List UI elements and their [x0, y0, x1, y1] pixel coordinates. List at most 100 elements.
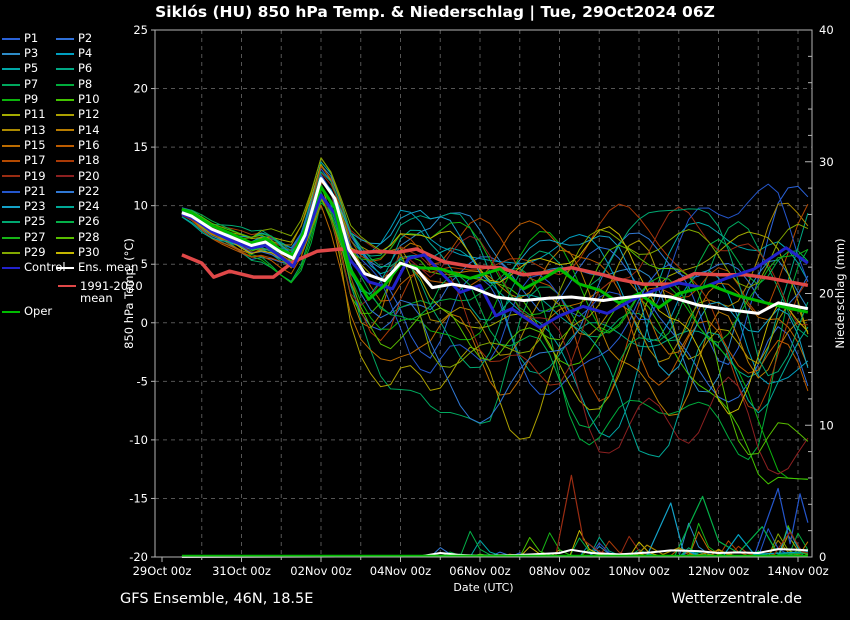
- precip-spike-line-3: [753, 487, 809, 556]
- legend-item-p21: P21: [2, 185, 56, 198]
- legend-swatch-p3: [2, 52, 20, 55]
- ensemble-member-line-p5: [181, 161, 809, 438]
- y-left-tick-label: 25: [133, 23, 148, 37]
- legend-row: P23 P24: [2, 199, 156, 214]
- legend-swatch-p8: [56, 83, 74, 86]
- y-left-tick-label: 20: [133, 82, 148, 96]
- legend-label: P16: [78, 137, 100, 152]
- legend-label: P15: [24, 137, 46, 152]
- x-tick-label: 10Nov 00z: [608, 564, 669, 578]
- page-title: Siklós (HU) 850 hPa Temp. & Niederschlag…: [155, 3, 715, 21]
- legend-label: P10: [78, 92, 100, 107]
- legend-item-p7: P7: [2, 78, 56, 91]
- x-tick-label: 06Nov 00z: [449, 564, 510, 578]
- legend-swatch-p17: [2, 160, 20, 163]
- y-left-tick-label: 15: [133, 140, 148, 154]
- legend-label: 1991-2020 mean: [80, 278, 143, 306]
- legend-label: Oper: [24, 304, 53, 319]
- precip-spike-line-6: [634, 544, 735, 558]
- legend-label: P26: [78, 214, 100, 229]
- precip-spike-line-0: [554, 474, 616, 558]
- legend-item-p3: P3: [2, 48, 56, 60]
- legend-item-ens-mean: Ens. mean: [56, 262, 138, 274]
- y-left-tick-label: 5: [141, 257, 148, 271]
- ensemble-member-line-p3: [181, 164, 809, 393]
- y-left-axis-title: 850 hPa Temp. (°C): [122, 238, 136, 349]
- legend-label: P17: [24, 153, 46, 168]
- precip-spike-line-1: [646, 502, 699, 557]
- legend-label: Control: [24, 260, 66, 275]
- legend-item-control: Control: [2, 260, 66, 275]
- y-right-tick-label: 30: [819, 155, 834, 169]
- legend-item-p6: P6: [56, 63, 92, 75]
- legend-row: P21 P22: [2, 184, 156, 199]
- legend-label: P5: [24, 61, 39, 76]
- legend-swatch-p20: [56, 175, 74, 178]
- legend-swatch-p15: [2, 144, 20, 147]
- legend-swatch-p2: [56, 37, 74, 40]
- y-right-tick-label: 20: [819, 287, 834, 301]
- legend-label: P1: [24, 30, 39, 45]
- legend-swatch-p28: [56, 236, 74, 239]
- legend-swatch-p21: [2, 190, 20, 193]
- x-tick-label: 04Nov 00z: [370, 564, 431, 578]
- precip-spike-line-5: [773, 531, 809, 555]
- legend-label: P27: [24, 229, 46, 244]
- legend-row: P13 P14: [2, 123, 156, 138]
- legend-label: P19: [24, 168, 46, 183]
- legend-item-p10: P10: [56, 94, 100, 106]
- model-location-label: GFS Ensemble, 46N, 18.5E: [120, 591, 314, 607]
- legend-label: P18: [78, 153, 100, 168]
- legend-label: P3: [24, 46, 39, 61]
- legend-row: P5 P6: [2, 62, 156, 77]
- legend-item-p30: P30: [56, 247, 100, 259]
- legend-item-p16: P16: [56, 137, 100, 152]
- legend-swatch-p1: [2, 37, 20, 40]
- legend-swatch-control: [2, 267, 20, 270]
- legend-swatch-p18: [56, 160, 74, 163]
- legend-label: P24: [78, 199, 100, 214]
- legend-label: P22: [78, 183, 100, 198]
- legend-item-p11: P11: [2, 109, 56, 121]
- legend-row: P1 P2: [2, 31, 156, 46]
- ens-mean-line: [181, 177, 809, 315]
- legend-swatch-p16: [56, 144, 74, 147]
- legend-swatch-p29: [2, 251, 20, 254]
- legend-swatch-oper: [2, 311, 20, 313]
- legend-item-p24: P24: [56, 201, 100, 213]
- x-axis-title: Date (UTC): [453, 581, 513, 594]
- ensemble-member-line-p26: [181, 191, 809, 429]
- legend-row: Oper 1991-2020 mean: [2, 276, 156, 322]
- ensemble-member-line-p16: [181, 181, 809, 392]
- legend-row: P27 P28: [2, 230, 156, 245]
- ensemble-member-line-p29: [181, 157, 809, 368]
- legend-item-1991-2020-mean: 1991-2020 mean: [58, 278, 156, 306]
- legend-swatch-p27: [2, 236, 20, 239]
- legend-swatch-p10: [56, 98, 74, 101]
- legend: P1 P2 P3 P4 P5 P6 P7 P8 P9 P10 P11 P12 P13 P14 P15 P16 P…: [2, 31, 156, 322]
- legend-row: P7 P8: [2, 77, 156, 92]
- legend-label: P28: [78, 229, 100, 244]
- legend-row: P3 P4: [2, 46, 156, 61]
- legend-label: P6: [78, 61, 93, 76]
- legend-item-p2: P2: [56, 32, 92, 45]
- ensemble-member-line-p23: [181, 179, 809, 376]
- legend-item-p25: P25: [2, 216, 56, 228]
- x-tick-label: 08Nov 00z: [529, 564, 590, 578]
- legend-item-p29: P29: [2, 247, 56, 259]
- legend-swatch-p24: [56, 205, 74, 208]
- legend-row: Control Ens. mean: [2, 260, 156, 275]
- legend-swatch-ens-mean: [56, 267, 74, 270]
- legend-swatch-p9: [2, 98, 20, 101]
- legend-item-p27: P27: [2, 229, 56, 244]
- legend-label: Ens. mean: [78, 260, 139, 275]
- legend-row: P25 P26: [2, 215, 156, 230]
- legend-row: P15 P16: [2, 138, 156, 153]
- ensemble-member-line-p2: [181, 183, 809, 403]
- legend-item-p15: P15: [2, 137, 56, 152]
- legend-item-p20: P20: [56, 170, 100, 183]
- x-tick-label: 14Nov 00z: [767, 564, 828, 578]
- legend-row: P19 P20: [2, 169, 156, 184]
- legend-label: P9: [24, 92, 39, 107]
- legend-item-oper: Oper: [2, 306, 56, 318]
